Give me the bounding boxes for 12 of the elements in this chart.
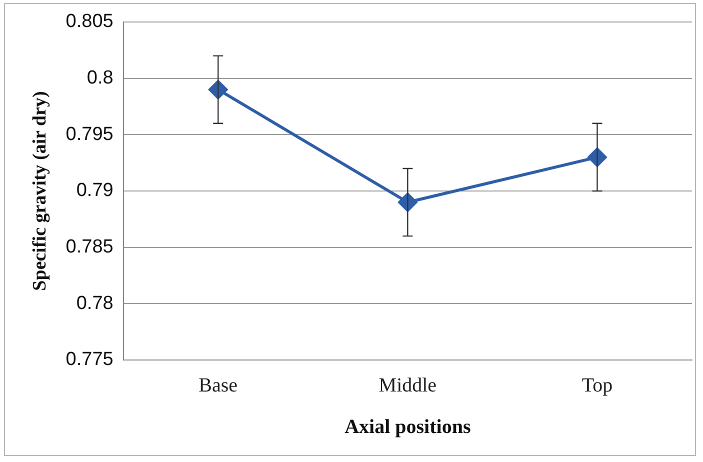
y-tick-label: 0.78 (76, 292, 114, 314)
y-tick-label: 0.795 (66, 124, 114, 145)
y-tick-label: 0.775 (66, 349, 114, 370)
y-tick-label: 0.785 (66, 236, 114, 258)
y-tick-label: 0.79 (76, 180, 114, 202)
x-tick-label: Base (198, 374, 238, 396)
y-tick-label: 0.8 (86, 68, 114, 89)
x-axis-title: Axial positions (344, 416, 471, 438)
x-tick-label: Middle (378, 374, 437, 396)
y-tick-label: 0.805 (66, 11, 114, 32)
x-tick-label: Top (582, 374, 613, 396)
y-axis-title: Specific gravity (air dry) (29, 91, 50, 291)
